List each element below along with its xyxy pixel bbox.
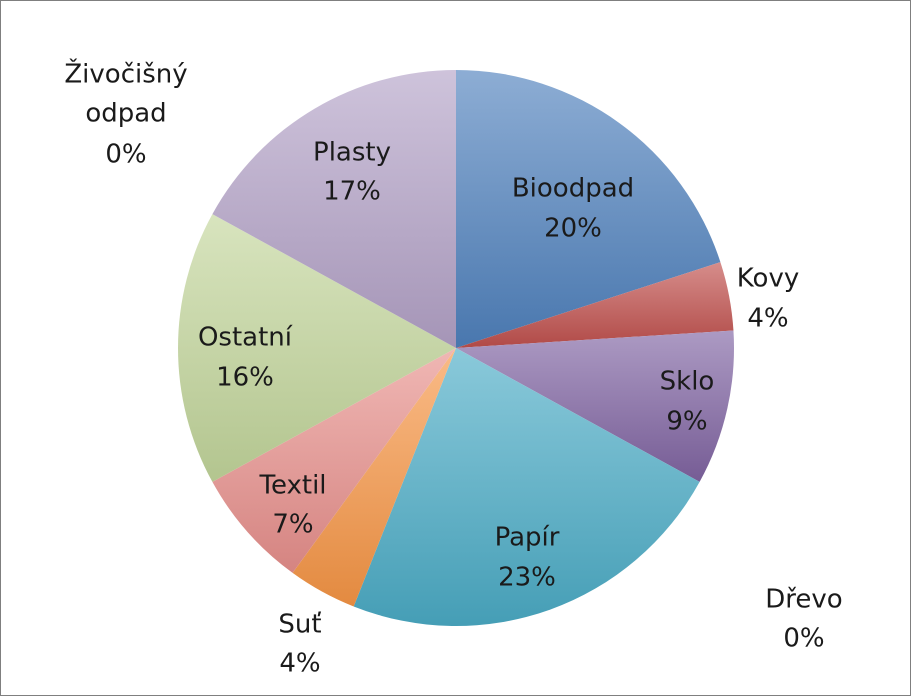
pie-slice-pap-r xyxy=(353,348,700,626)
slice-percent-textil: 7% xyxy=(272,510,313,540)
slice-label--ivo-i-n-odpad-1: odpad xyxy=(85,99,166,129)
slice-label-ostatn-: Ostatní xyxy=(198,323,293,353)
pie-labels: Bioodpad 20% Kovy 4% Sklo 9% Dřevo 0% Papír 23% Su… xyxy=(64,58,842,679)
pie-slice-plasty xyxy=(212,70,456,348)
slice-percent-plasty: 17% xyxy=(323,177,381,207)
slice-label-sklo: Sklo xyxy=(660,367,715,397)
slice-label-kovy: Kovy xyxy=(737,264,799,294)
slice-label-plasty: Plasty xyxy=(313,138,391,168)
slice-percent-su-: 4% xyxy=(279,649,320,679)
pie-slice-kovy xyxy=(456,262,734,348)
pie-slice-bioodpad xyxy=(456,70,721,348)
pie-slices xyxy=(177,70,734,626)
slice-percent-d-evo: 0% xyxy=(783,624,824,654)
slice-percent-bioodpad: 20% xyxy=(544,214,602,244)
slice-label-d-evo: Dřevo xyxy=(765,585,842,615)
slice-percent-ostatn-: 16% xyxy=(216,363,274,393)
slice-percent--ivo-i-n-odpad: 0% xyxy=(105,140,146,170)
slice-label-bioodpad: Bioodpad xyxy=(512,174,634,204)
pie-slice-ostatn- xyxy=(177,214,456,482)
slice-percent-sklo: 9% xyxy=(666,407,707,437)
pie-slice-sklo xyxy=(456,330,734,482)
slice-label--ivo-i-n-odpad-0: Živočišný xyxy=(64,58,187,90)
slice-label-su-: Suť xyxy=(278,610,321,640)
pie-slice-su- xyxy=(292,348,456,607)
slice-label-textil: Textil xyxy=(258,471,326,501)
slice-percent-pap-r: 23% xyxy=(498,563,556,593)
pie-slice-textil xyxy=(212,348,456,573)
slice-percent-kovy: 4% xyxy=(747,304,788,334)
slice-label-pap-r: Papír xyxy=(495,523,560,553)
